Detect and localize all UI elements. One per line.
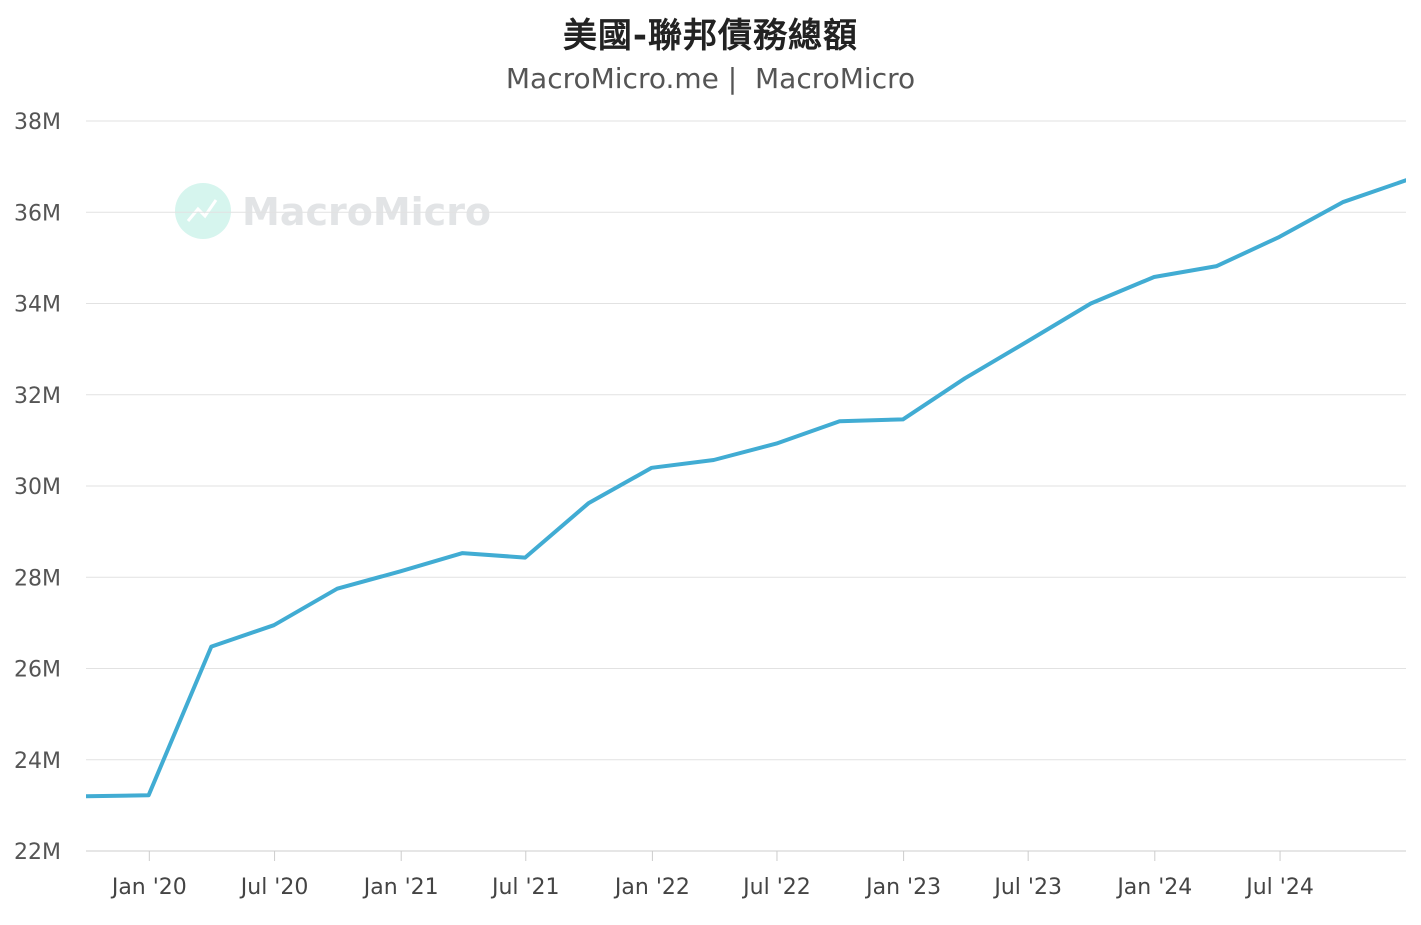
y-tick-label: 34M (14, 293, 61, 318)
x-tick-label: Jul '22 (741, 875, 811, 900)
chart-title: 美國-聯邦債務總額 (562, 16, 859, 56)
y-tick-label: 38M (14, 110, 61, 135)
y-tick-label: 30M (14, 475, 61, 500)
watermark-logo-icon (175, 183, 231, 239)
x-tick-label: Jan '21 (362, 875, 439, 900)
x-tick-label: Jul '24 (1244, 875, 1314, 900)
watermark: MacroMicro (175, 183, 491, 239)
chart-subtitle: MacroMicro.me | MacroMicro (505, 62, 916, 95)
x-tick-label: Jan '23 (864, 875, 941, 900)
x-tick-label: Jul '20 (239, 875, 309, 900)
y-tick-label: 24M (14, 749, 61, 774)
y-tick-label: 26M (14, 658, 61, 683)
x-tick-label: Jul '21 (490, 875, 560, 900)
x-tick-label: Jan '22 (613, 875, 690, 900)
y-tick-label: 22M (14, 840, 61, 865)
y-tick-label: 28M (14, 566, 61, 591)
series-line (86, 178, 1406, 799)
x-tick-label: Jan '20 (110, 875, 187, 900)
x-tick-label: Jan '24 (1115, 875, 1192, 900)
y-tick-label: 36M (14, 201, 61, 226)
y-tick-label: 32M (14, 384, 61, 409)
x-tick-label: Jul '23 (992, 875, 1062, 900)
